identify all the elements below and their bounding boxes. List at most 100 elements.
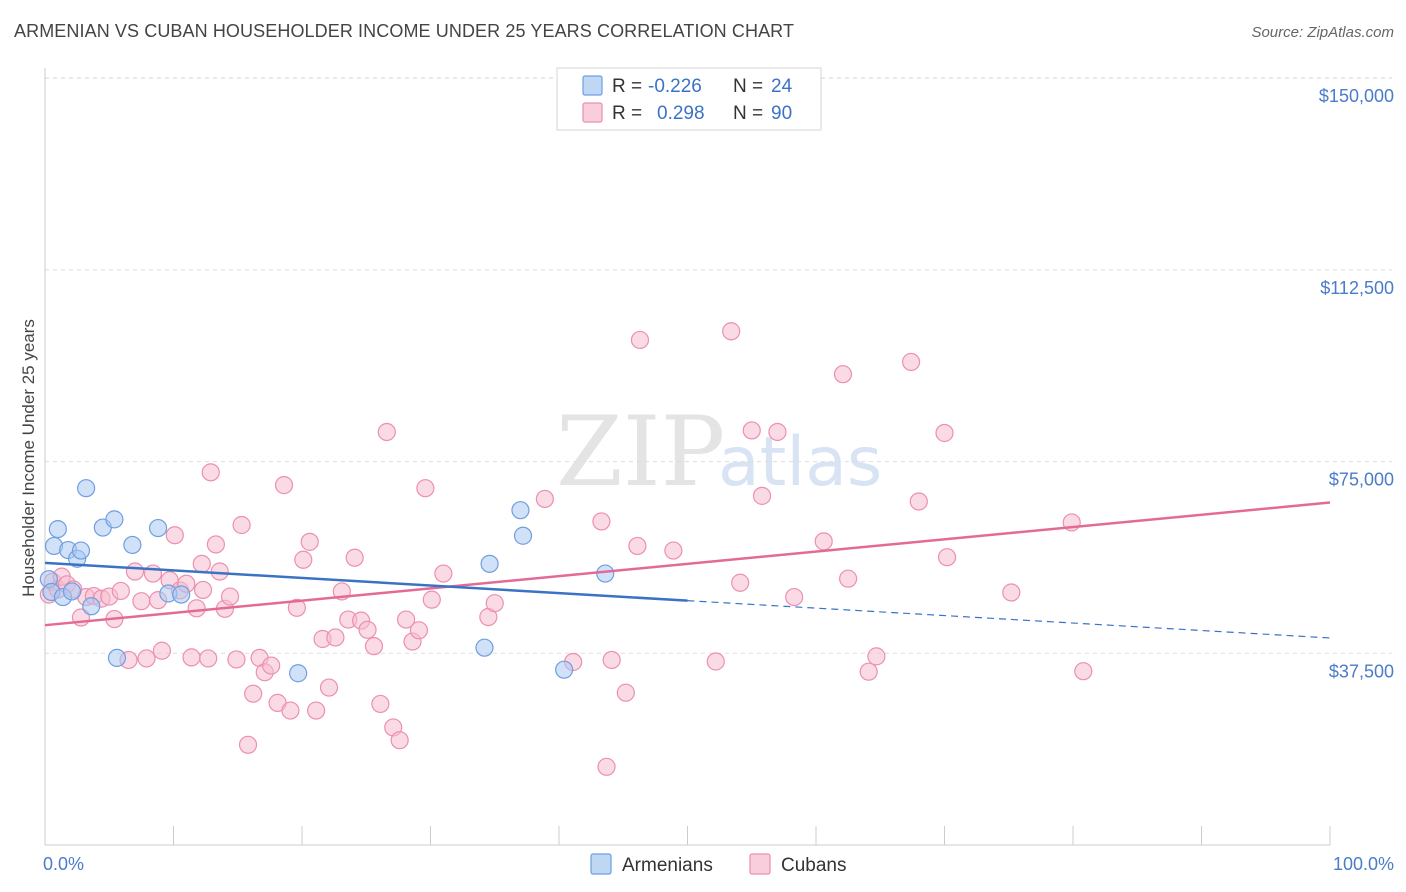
cubans-n-label: N = — [733, 103, 763, 124]
armenians-n-value: 24 — [771, 76, 793, 97]
armenians-r-value: -0.226 — [648, 76, 702, 97]
cuban-point-77 — [664, 541, 683, 560]
y-tick-label-1: $75,000 — [1329, 470, 1394, 490]
series-legend: Armenians Cubans — [590, 853, 847, 876]
cuban-point-65 — [422, 590, 441, 609]
armenians-trend-line — [44, 561, 688, 602]
cuban-point-42 — [274, 476, 294, 495]
cuban-point-61 — [396, 610, 416, 629]
cuban-point-55 — [358, 620, 377, 639]
armenian-point-18 — [289, 664, 308, 683]
cuban-point-16 — [137, 649, 156, 668]
cuban-point-34 — [227, 650, 246, 669]
cuban-point-90 — [901, 352, 921, 372]
armenian-point-14 — [123, 535, 142, 555]
armenian-point-24 — [596, 564, 615, 583]
cuban-point-84 — [785, 587, 804, 607]
cuban-point-40 — [262, 656, 281, 675]
cuban-point-76 — [630, 330, 650, 350]
cuban-point-46 — [300, 532, 319, 551]
cubans-trend-line — [44, 501, 1331, 627]
y-tick-label-3: $150,000 — [1319, 86, 1394, 106]
cubans-r-value: 0.298 — [657, 103, 705, 124]
cuban-point-78 — [706, 652, 725, 671]
armenian-point-8 — [71, 541, 91, 560]
cuban-point-26 — [192, 554, 211, 573]
cuban-point-63 — [409, 621, 429, 640]
cuban-point-74 — [616, 683, 635, 702]
cuban-point-36 — [238, 735, 258, 754]
cuban-point-85 — [814, 532, 833, 551]
cuban-point-28 — [199, 649, 218, 668]
cuban-point-49 — [319, 678, 339, 697]
armenian-point-13 — [107, 648, 127, 668]
legend-cubans-label: Cubans — [781, 855, 847, 876]
cuban-point-24 — [182, 648, 201, 667]
cuban-point-43 — [281, 701, 300, 720]
cuban-point-89 — [867, 647, 886, 666]
armenian-point-21 — [511, 501, 530, 520]
cuban-point-12 — [111, 581, 130, 601]
cuban-point-60 — [390, 731, 409, 750]
source-credit: Source: ZipAtlas.com — [1251, 24, 1394, 41]
cuban-point-66 — [434, 564, 453, 583]
x-tick-label-max: 100.0% — [1333, 854, 1394, 874]
legend-cubans-swatch — [749, 853, 771, 875]
armenian-point-6 — [62, 582, 82, 601]
stats-legend: R = -0.226 N = 24 R = 0.298 N = 90 — [556, 67, 822, 131]
x-tick-labels: 0.0% 100.0% — [43, 854, 1394, 874]
armenians-n-label: N = — [733, 76, 763, 97]
cuban-point-87 — [839, 569, 858, 588]
armenian-point-23 — [555, 660, 574, 679]
cuban-point-81 — [742, 421, 761, 440]
cuban-point-92 — [935, 423, 954, 443]
armenian-point-9 — [77, 479, 96, 498]
y-axis-label: Householder Income Under 25 years — [19, 319, 38, 597]
cuban-point-25 — [187, 599, 206, 618]
cuban-point-29 — [201, 463, 220, 482]
cuban-point-96 — [1074, 662, 1093, 681]
cuban-point-33 — [220, 587, 240, 606]
cuban-point-91 — [909, 492, 928, 511]
armenians-swatch — [582, 75, 603, 96]
cuban-point-71 — [592, 512, 611, 531]
armenian-point-22 — [513, 526, 533, 545]
gridlines — [45, 77, 1392, 654]
cuban-point-15 — [132, 592, 151, 611]
cubans-points — [39, 322, 1093, 776]
armenians-points — [39, 479, 615, 683]
y-tick-labels: $37,500 $75,000 $112,500 $150,000 — [1319, 86, 1394, 681]
cuban-point-94 — [1002, 583, 1021, 602]
armenian-point-19 — [475, 638, 494, 657]
cuban-point-37 — [244, 684, 263, 703]
cuban-point-21 — [165, 526, 184, 545]
armenians-trend-extension — [687, 600, 1331, 639]
cuban-point-79 — [722, 322, 741, 341]
watermark-zip: ZIP — [556, 396, 725, 508]
cubans-r-label: R = — [612, 103, 642, 124]
armenian-point-10 — [82, 597, 101, 616]
y-tick-label-0: $37,500 — [1329, 661, 1394, 681]
cuban-point-19 — [152, 641, 172, 660]
watermark: ZIP atlas — [556, 396, 882, 508]
cuban-point-86 — [833, 365, 853, 384]
x-tick-label-min: 0.0% — [43, 854, 84, 874]
legend-armenians-swatch — [590, 853, 612, 875]
cubans-n-value: 90 — [771, 103, 792, 124]
y-tick-label-2: $112,500 — [1320, 278, 1394, 298]
cuban-point-56 — [364, 637, 384, 656]
armenians-r-label: R = — [612, 76, 642, 97]
cuban-point-69 — [535, 489, 554, 509]
cuban-point-30 — [206, 535, 226, 554]
cuban-point-72 — [597, 757, 616, 776]
trend-lines — [44, 501, 1331, 639]
x-ticks — [44, 826, 1331, 845]
cuban-point-64 — [416, 479, 435, 498]
legend-armenians-label: Armenians — [622, 855, 713, 876]
cubans-swatch — [582, 102, 603, 123]
chart-title: ARMENIAN VS CUBAN HOUSEHOLDER INCOME UND… — [14, 21, 795, 41]
cuban-point-88 — [859, 662, 878, 681]
armenian-point-3 — [48, 519, 67, 539]
armenian-point-17 — [172, 585, 191, 604]
